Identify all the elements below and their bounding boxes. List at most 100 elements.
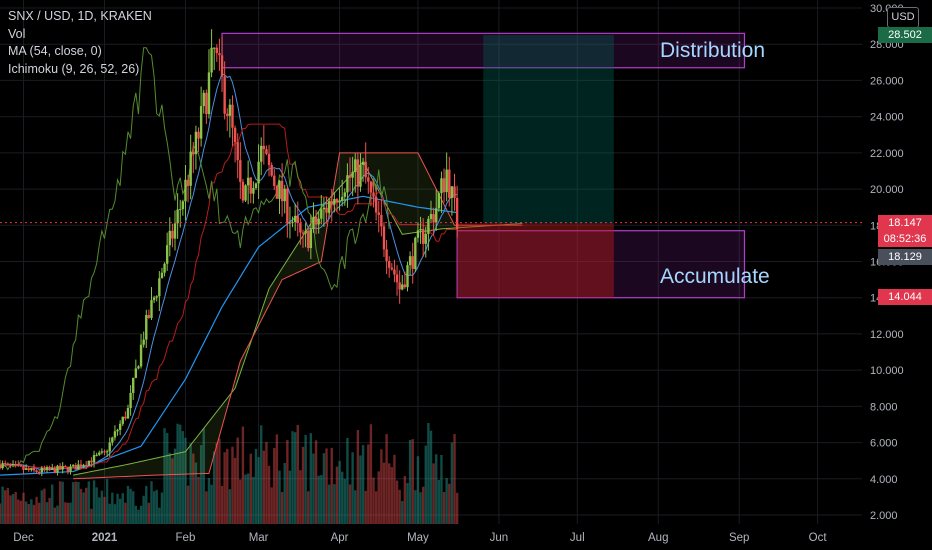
volume-bar <box>382 462 386 524</box>
candle-body <box>249 177 252 194</box>
volume-bar <box>343 478 346 524</box>
volume-bar <box>432 463 435 524</box>
volume-bar <box>265 442 268 524</box>
volume-bar <box>304 434 307 524</box>
candle-body <box>155 296 158 298</box>
volume-bar <box>231 446 234 524</box>
volume-bar <box>30 499 33 524</box>
price-tag: 14.044 <box>878 288 932 305</box>
candle-body <box>372 192 375 197</box>
candle-body <box>4 463 7 465</box>
candle-body <box>223 76 226 114</box>
volume-bar <box>150 481 153 524</box>
symbol-title[interactable]: SNX / USD, 1D, KRAKEN <box>8 9 152 23</box>
volume-bar <box>14 492 17 524</box>
currency-selector[interactable]: USD <box>887 7 919 28</box>
volume-bar <box>1 486 4 524</box>
time-tick: May <box>407 532 429 544</box>
candle-body <box>85 464 88 466</box>
volume-bar <box>228 489 232 524</box>
candle-body <box>455 197 459 230</box>
candle-body <box>288 222 292 224</box>
volume-bar <box>330 447 333 524</box>
candle-body <box>100 451 104 453</box>
volume-bar <box>354 490 357 524</box>
volume-bar <box>173 448 177 524</box>
candle-body <box>346 175 349 193</box>
volume-bar <box>445 478 448 524</box>
candle-body <box>343 192 346 197</box>
candle-body <box>152 297 156 301</box>
chart-legend: SNX / USD, 1D, KRAKEN Vol MA (54, close,… <box>8 8 152 78</box>
price-tick: 4.000 <box>870 474 898 486</box>
volume-bar <box>19 500 23 524</box>
volume-bar <box>142 495 145 524</box>
volume-bar <box>184 437 187 524</box>
volume-bar <box>194 462 198 524</box>
candle-body <box>121 416 124 424</box>
volume-bar <box>346 437 349 524</box>
candle-body <box>299 223 302 233</box>
volume-bar <box>95 487 98 524</box>
candle-body <box>207 72 211 115</box>
volume-bar <box>340 471 344 524</box>
time-tick: Apr <box>331 532 349 544</box>
volume-bar <box>124 502 127 524</box>
candle-body <box>231 104 234 128</box>
candle-body <box>335 199 339 203</box>
volume-bar <box>325 448 328 524</box>
volume-bar <box>364 490 367 524</box>
volume-bar <box>74 481 77 524</box>
candle-body <box>202 92 205 107</box>
candle-body <box>361 161 365 165</box>
volume-bar <box>9 495 12 524</box>
volume-bar <box>338 460 341 524</box>
volume-bar <box>246 473 250 524</box>
candle-body <box>254 183 258 188</box>
volume-bar <box>186 485 190 524</box>
candle-body <box>325 207 328 213</box>
volume-bar <box>273 448 276 524</box>
target-zone <box>483 35 614 224</box>
volume-bar <box>317 475 320 524</box>
candle-body <box>113 431 117 438</box>
candle-body <box>118 423 122 430</box>
candle-body <box>330 201 333 205</box>
candle-body <box>220 55 224 77</box>
candle-body <box>398 282 401 290</box>
price-tag: 28.502 <box>878 27 932 44</box>
candle-body <box>173 223 177 239</box>
candle-body <box>160 272 164 279</box>
volume-bar <box>6 487 10 524</box>
candle-body <box>158 278 161 297</box>
time-tick: Sep <box>729 532 749 544</box>
candle-body <box>314 216 318 225</box>
candle-body <box>95 454 98 456</box>
volume-bar <box>377 471 380 524</box>
candle-body <box>142 339 145 345</box>
candle-body <box>66 466 70 472</box>
ma-indicator-label[interactable]: MA (54, close, 0) <box>8 44 102 58</box>
candle-body <box>92 455 96 463</box>
candle-body <box>205 92 208 115</box>
candle-body <box>348 175 352 178</box>
ichimoku-indicator-label[interactable]: Ichimoku (9, 26, 52, 26) <box>8 61 140 76</box>
volume-bar <box>440 454 443 524</box>
candle-body <box>351 172 354 178</box>
volume-indicator-label[interactable]: Vol <box>8 26 26 41</box>
volume-bar <box>45 502 49 524</box>
candle-body <box>134 368 138 378</box>
volume-bar <box>71 482 75 524</box>
volume-bar <box>98 497 101 524</box>
volume-bar <box>205 491 208 524</box>
candle-body <box>210 47 213 73</box>
candle-body <box>414 237 417 269</box>
volume-bar <box>380 449 383 524</box>
volume-bar <box>442 491 446 524</box>
volume-bar <box>158 507 161 524</box>
candle-body <box>374 196 378 213</box>
candle-body <box>186 179 190 186</box>
volume-bar <box>223 452 226 524</box>
candle-body <box>147 315 151 318</box>
